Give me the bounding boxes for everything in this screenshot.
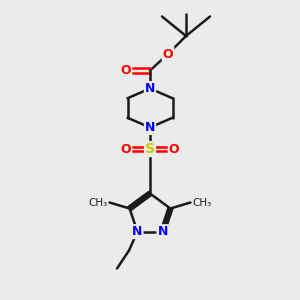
Text: O: O [169, 142, 179, 156]
Text: N: N [145, 82, 155, 95]
Text: N: N [145, 121, 155, 134]
Text: CH₃: CH₃ [89, 197, 108, 208]
Text: O: O [121, 64, 131, 77]
Text: N: N [132, 225, 142, 238]
Text: O: O [163, 47, 173, 61]
Text: O: O [121, 142, 131, 156]
Text: N: N [158, 225, 168, 238]
Text: S: S [145, 142, 155, 156]
Text: CH₃: CH₃ [192, 197, 211, 208]
